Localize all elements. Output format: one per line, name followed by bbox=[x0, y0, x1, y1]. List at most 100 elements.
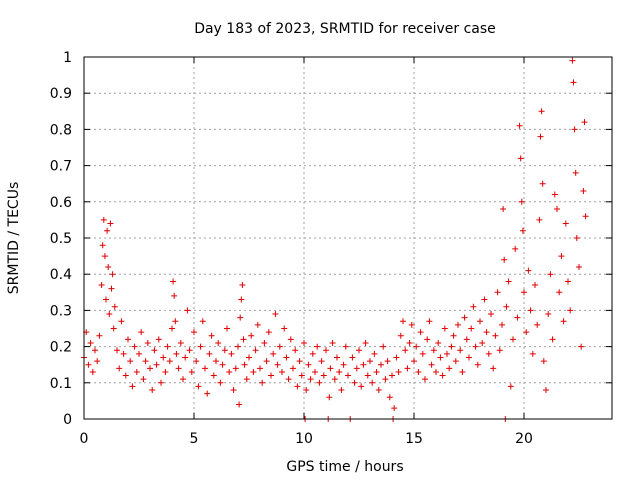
data-point bbox=[426, 318, 433, 325]
data-point bbox=[413, 343, 420, 350]
y-tick-label: 0.9 bbox=[50, 86, 72, 102]
data-point bbox=[175, 365, 182, 372]
data-point bbox=[523, 329, 530, 336]
data-point bbox=[461, 314, 468, 321]
data-point bbox=[441, 325, 448, 332]
data-point bbox=[378, 361, 384, 368]
data-point bbox=[290, 365, 296, 372]
data-point bbox=[131, 343, 138, 350]
data-point bbox=[248, 332, 255, 339]
data-point bbox=[549, 336, 556, 343]
data-point bbox=[257, 365, 263, 372]
x-tick-label: 20 bbox=[515, 431, 533, 447]
data-point bbox=[499, 321, 505, 328]
y-tick-label: 0.6 bbox=[50, 195, 72, 211]
data-point bbox=[133, 368, 140, 375]
data-point bbox=[237, 314, 244, 321]
data-point bbox=[276, 343, 283, 350]
data-point bbox=[567, 307, 574, 314]
data-point bbox=[213, 358, 219, 365]
data-point bbox=[527, 307, 534, 314]
data-point bbox=[457, 347, 464, 354]
data-point bbox=[172, 318, 179, 325]
data-point bbox=[107, 220, 114, 227]
data-point bbox=[397, 332, 404, 339]
data-point bbox=[312, 368, 318, 375]
data-point bbox=[424, 336, 431, 343]
data-point bbox=[129, 383, 136, 390]
data-point bbox=[580, 187, 587, 194]
data-point bbox=[100, 216, 107, 223]
data-point bbox=[358, 383, 365, 390]
data-point bbox=[444, 350, 450, 357]
data-point bbox=[395, 368, 402, 375]
data-point bbox=[202, 365, 208, 372]
x-axis-label: GPS time / hours bbox=[286, 459, 403, 475]
chart-title: Day 183 of 2023, SRMTID for receiver cas… bbox=[194, 21, 496, 37]
data-point bbox=[108, 285, 115, 292]
data-point bbox=[103, 296, 109, 303]
data-point bbox=[177, 339, 184, 346]
data-point bbox=[488, 311, 494, 318]
data-point bbox=[164, 343, 171, 350]
data-point bbox=[510, 336, 516, 343]
data-point bbox=[279, 368, 285, 375]
x-tick-label: 0 bbox=[80, 431, 89, 447]
data-point bbox=[125, 336, 131, 343]
data-point bbox=[208, 332, 215, 339]
data-point bbox=[151, 347, 158, 354]
data-point bbox=[386, 394, 393, 401]
data-point bbox=[217, 379, 224, 386]
data-point bbox=[435, 339, 442, 346]
data-point bbox=[342, 343, 349, 350]
data-point bbox=[433, 368, 439, 375]
data-point bbox=[455, 321, 461, 328]
data-point bbox=[184, 307, 191, 314]
data-point bbox=[490, 365, 497, 372]
data-point bbox=[326, 394, 333, 401]
data-point bbox=[373, 368, 380, 375]
data-point bbox=[477, 318, 483, 325]
data-point bbox=[448, 343, 455, 350]
data-point bbox=[316, 379, 323, 386]
data-point bbox=[536, 216, 543, 223]
data-point bbox=[483, 329, 490, 336]
y-axis-label: SRMTID / TECUs bbox=[6, 182, 22, 295]
data-point bbox=[274, 361, 281, 368]
data-point bbox=[419, 350, 426, 357]
data-point bbox=[500, 206, 507, 213]
data-point bbox=[116, 365, 123, 372]
data-point bbox=[173, 350, 180, 357]
data-point bbox=[494, 289, 501, 296]
data-point bbox=[501, 256, 508, 263]
data-point bbox=[336, 368, 343, 375]
data-point bbox=[96, 332, 103, 339]
data-point bbox=[463, 336, 470, 343]
data-point bbox=[582, 213, 589, 220]
x-tick-label: 10 bbox=[295, 431, 313, 447]
data-point bbox=[118, 318, 125, 325]
data-point bbox=[329, 339, 336, 346]
data-point bbox=[400, 318, 406, 325]
data-point bbox=[538, 108, 545, 115]
data-point bbox=[389, 372, 395, 379]
data-point bbox=[338, 387, 345, 394]
data-point bbox=[221, 347, 228, 354]
data-point bbox=[573, 235, 580, 241]
data-point bbox=[393, 354, 400, 361]
data-point bbox=[109, 271, 116, 278]
data-point bbox=[492, 332, 499, 339]
data-point bbox=[254, 321, 261, 328]
data-point bbox=[232, 365, 239, 372]
data-point bbox=[547, 271, 554, 278]
data-point bbox=[560, 318, 567, 325]
data-point bbox=[122, 372, 129, 379]
data-point bbox=[170, 278, 177, 285]
data-point bbox=[206, 350, 213, 357]
data-point bbox=[236, 401, 243, 408]
data-point bbox=[303, 387, 310, 394]
data-point bbox=[572, 169, 579, 176]
data-point bbox=[110, 325, 117, 332]
data-point bbox=[340, 361, 347, 368]
data-point bbox=[485, 350, 492, 357]
